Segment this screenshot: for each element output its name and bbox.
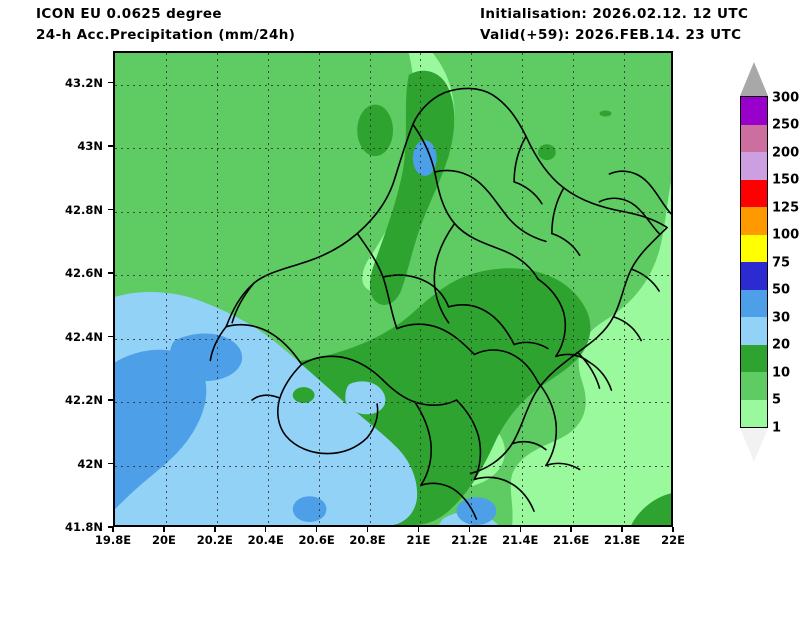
y-axis-label: 42.6N [65,266,103,281]
y-axis-label: 43.2N [65,75,103,90]
x-axis-label: 20.8E [349,533,386,547]
colorbar-tick-label: 125 [772,200,800,215]
x-axis-tick [315,527,318,532]
colorbar-band [740,399,768,427]
x-axis-label: 22E [661,533,685,547]
x-axis-label: 20.6E [298,533,335,547]
x-axis-label: 20.2E [196,533,233,547]
valid-time: Valid(+59): 2026.FEB.14. 23 UTC [480,27,742,43]
precipitation-map-plot [113,51,673,527]
y-axis-label: 42.2N [65,393,103,408]
y-axis-label: 42.4N [65,329,103,344]
colorbar-band [740,372,768,400]
colorbar-band [740,262,768,290]
colorbar-tick-label: 100 [772,227,800,243]
initialisation-time: Initialisation: 2026.02.12. 12 UTC [480,6,749,22]
y-axis-tick [108,335,113,338]
colorbar-tick-label: 75 [772,255,791,270]
y-axis-tick [108,462,113,465]
x-axis-tick [468,527,471,532]
x-axis-tick [417,527,420,532]
colorbar-band [740,207,768,235]
x-axis-tick [366,527,369,532]
y-axis-tick [108,208,113,211]
x-axis-label: 21.4E [502,533,539,547]
x-axis-label: 20E [151,533,176,547]
x-axis-tick [519,527,522,532]
colorbar-bands [740,96,768,428]
colorbar-over-cap [740,62,768,96]
colorbar-tick-label: 200 [772,145,800,160]
colorbar-band [740,179,768,207]
y-axis-tick [108,526,113,528]
colorbar-tick-label: 300 [772,90,800,105]
x-axis-label: 21E [406,533,431,547]
colorbar-under-cap [740,428,768,462]
y-axis-tick [108,145,113,147]
x-axis-tick [214,527,216,532]
colorbar-tick-label: 20 [772,337,791,353]
colorbar-band [740,289,768,317]
x-axis-tick [570,527,572,532]
x-axis-label: 20.4E [247,533,284,547]
y-axis-label: 43N [77,139,103,154]
colorbar-band [740,97,768,125]
x-axis-tick [112,527,114,532]
model-title: ICON EU 0.0625 degree [36,6,222,22]
y-axis-tick [108,81,113,84]
colorbar-tick-label: 1 [772,420,782,435]
x-axis-label: 21.2E [451,533,488,547]
colorbar-tick-label: 50 [772,282,791,298]
y-axis-tick [108,272,113,274]
colorbar [740,62,768,462]
x-axis-tick [264,527,267,532]
x-axis-tick [621,527,623,532]
y-axis-tick [108,399,113,401]
colorbar-tick-label: 5 [772,392,782,408]
colorbar-tick-label: 150 [772,172,800,188]
x-axis-label: 21.8E [603,533,641,547]
colorbar-tick-label: 10 [772,365,791,380]
y-axis-label: 42N [77,456,103,471]
x-axis-label: 21.6E [553,533,590,547]
colorbar-band [740,344,768,372]
y-axis-label: 41.8N [65,520,103,534]
colorbar-band [740,152,768,180]
colorbar-tick-label: 30 [772,310,791,325]
colorbar-band [740,124,768,152]
y-axis-label: 42.8N [65,202,103,217]
x-axis-tick [163,527,165,532]
colorbar-tick-label: 250 [772,117,800,133]
x-axis-label: 19.8E [94,533,132,547]
field-title: 24-h Acc.Precipitation (mm/24h) [36,27,296,43]
colorbar-band [740,317,768,345]
colorbar-band [740,234,768,262]
precipitation-field [115,53,671,525]
x-axis-tick [672,527,674,532]
